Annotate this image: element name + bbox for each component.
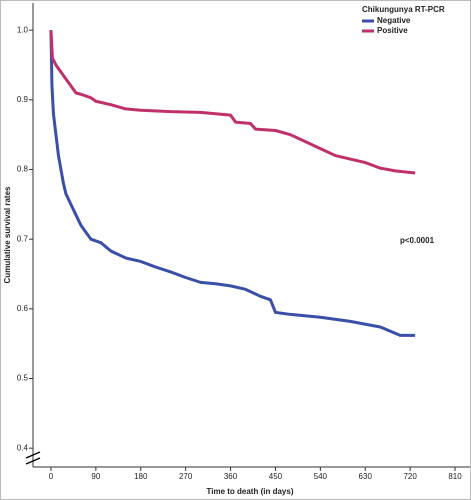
- x-tick-label: 90: [91, 472, 100, 481]
- legend-title: Chikungunya RT-PCR: [362, 5, 445, 14]
- x-tick-label: 270: [179, 472, 193, 481]
- y-tick-label: 0.7: [17, 234, 29, 243]
- x-tick-label: 180: [134, 472, 148, 481]
- x-tick-label: 450: [269, 472, 283, 481]
- x-tick-label: 720: [403, 472, 417, 481]
- x-tick-label: 0: [49, 472, 54, 481]
- y-tick-label: 0.8: [17, 165, 29, 174]
- x-axis-label: Time to death (in days): [207, 487, 294, 496]
- y-tick-label: 1.0: [17, 25, 29, 34]
- axis-break: [25, 451, 41, 465]
- survival-curve: [49, 30, 416, 337]
- y-axis-label: Cumulative survival rates: [3, 186, 12, 283]
- y-tick-label: 0.5: [17, 374, 29, 383]
- x-tick-label: 360: [224, 472, 238, 481]
- x-tick-label: 810: [448, 472, 462, 481]
- legend-label: Positive: [377, 26, 408, 35]
- x-tick-label: 630: [359, 472, 373, 481]
- annotation: p<0.0001: [400, 236, 435, 245]
- y-tick-label: 0.6: [17, 304, 29, 313]
- x-tick-label: 540: [314, 472, 328, 481]
- survival-curve: [49, 30, 416, 175]
- legend-label: Negative: [377, 16, 411, 25]
- y-tick-label: 0.9: [17, 95, 29, 104]
- y-tick-label: 0.4: [17, 443, 29, 452]
